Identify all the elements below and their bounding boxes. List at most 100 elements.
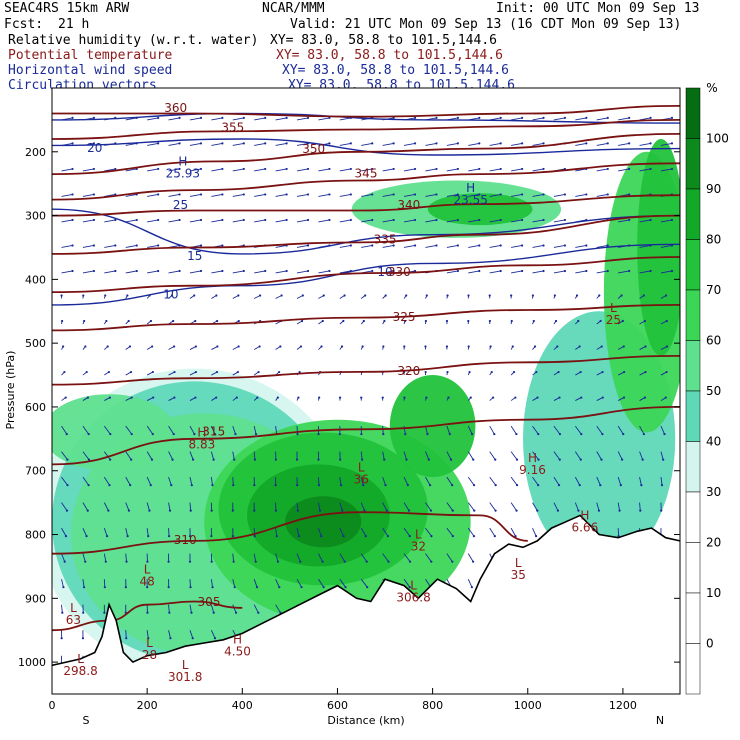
- wind-vector-head: [107, 509, 110, 512]
- wind-vector: [275, 553, 279, 562]
- wind-vector-head: [199, 142, 203, 145]
- x-tick-label: 1200: [609, 699, 637, 712]
- wind-vector-head: [62, 345, 65, 348]
- wind-vector-head: [665, 345, 669, 348]
- wind-vector-head: [296, 509, 299, 512]
- colorbar-tick-label: 0: [706, 637, 714, 651]
- wind-vector-head: [392, 218, 395, 222]
- wind-vector: [467, 476, 475, 486]
- wind-vector-head: [622, 432, 625, 436]
- wind-vector-head: [87, 458, 91, 461]
- colorbar-bin: [685, 643, 701, 695]
- wind-vector: [361, 193, 373, 197]
- wind-vector: [618, 142, 630, 146]
- wind-vector-head: [665, 370, 668, 374]
- wind-vector-head: [108, 484, 111, 487]
- wind-vector: [275, 426, 278, 435]
- wind-vector-head: [663, 432, 666, 436]
- wind-vector-head: [413, 193, 417, 196]
- wind-vector-head: [92, 193, 96, 196]
- wind-speed-contour: [52, 243, 680, 306]
- wind-vector-head: [556, 509, 560, 512]
- wind-vector-head: [105, 319, 108, 323]
- wind-vector: [489, 502, 496, 511]
- wind-vector: [103, 451, 111, 460]
- wind-vector-head: [233, 586, 236, 589]
- wind-vector: [339, 527, 344, 537]
- wind-vector-head: [253, 535, 256, 538]
- wind-vector-head: [521, 218, 524, 222]
- colorbar-bin: [685, 390, 701, 442]
- theta-contour: [52, 214, 680, 255]
- wind-vector: [468, 219, 480, 223]
- wind-vector: [103, 425, 111, 435]
- wind-vector: [489, 476, 497, 486]
- wind-vector: [146, 476, 152, 486]
- wind-vector-head: [82, 586, 86, 589]
- wind-vector-head: [146, 586, 149, 589]
- wind-vector-head: [579, 370, 582, 374]
- wind-vector: [425, 476, 431, 486]
- wind-vector: [403, 193, 416, 197]
- wind-vector-head: [362, 484, 365, 487]
- wind-vector: [61, 219, 73, 223]
- wind-vector-head: [211, 586, 214, 589]
- wind-vector-head: [237, 345, 240, 348]
- wind-vector-head: [535, 370, 538, 374]
- wind-vector: [532, 527, 537, 537]
- wind-vector: [82, 579, 85, 588]
- wind-vector-head: [173, 396, 176, 399]
- wind-vector-head: [670, 142, 674, 145]
- wind-vector: [253, 553, 257, 562]
- wind-vector: [468, 168, 480, 172]
- wind-vector-head: [493, 535, 496, 538]
- wind-vector: [532, 168, 544, 172]
- wind-vector-head: [253, 509, 256, 512]
- wind-vector-head: [328, 193, 331, 196]
- wind-vector: [253, 528, 256, 537]
- wind-vector-head: [124, 586, 127, 589]
- wind-vector-head: [84, 560, 87, 563]
- wind-vector: [146, 425, 154, 435]
- theta-contour: [52, 194, 680, 217]
- wind-vector-head: [194, 370, 198, 374]
- wind-vector: [147, 142, 159, 146]
- extremum-value: 48: [140, 575, 155, 589]
- extremum-value: 35: [511, 568, 526, 582]
- wind-vector: [339, 553, 346, 562]
- wind-speed-label: 20: [87, 141, 102, 155]
- colorbar-bin: [685, 239, 701, 291]
- wind-vector-head: [371, 244, 374, 247]
- colorbar-tick-label: 40: [706, 435, 721, 449]
- wind-vector: [467, 527, 475, 537]
- wind-vector-head: [190, 611, 193, 614]
- wind-vector-head: [499, 244, 502, 247]
- wind-vector-head: [212, 611, 215, 614]
- wind-vector: [232, 270, 244, 274]
- wind-vector-head: [114, 167, 117, 171]
- wind-vector: [254, 142, 266, 146]
- wind-vector-head: [577, 509, 580, 512]
- wind-vector: [575, 193, 587, 197]
- wind-vector: [296, 117, 309, 121]
- extremum-kind: H: [197, 425, 206, 439]
- wind-vector-head: [642, 294, 645, 297]
- y-tick-label: 1000: [18, 656, 46, 669]
- wind-vector-head: [649, 269, 652, 273]
- wind-vector-head: [306, 193, 310, 196]
- extremum-value: 301.8: [168, 670, 202, 684]
- wind-vector-head: [563, 218, 567, 222]
- wind-vector: [660, 219, 673, 223]
- theta-contour: [52, 133, 680, 175]
- wind-vector-head: [563, 193, 567, 196]
- wind-vector-head: [300, 586, 303, 589]
- wind-vector: [532, 270, 544, 274]
- wind-vector-head: [215, 370, 219, 374]
- wind-vector-head: [317, 484, 321, 487]
- wind-vector-head: [320, 535, 323, 538]
- wind-vector: [425, 245, 437, 248]
- wind-vector-head: [147, 535, 150, 538]
- wind-vector-head: [558, 396, 561, 399]
- wind-vector-head: [108, 396, 111, 399]
- potential-temperature-contours: 360 355 350 345 340 335 330 325 320 315 310 305: [52, 101, 680, 632]
